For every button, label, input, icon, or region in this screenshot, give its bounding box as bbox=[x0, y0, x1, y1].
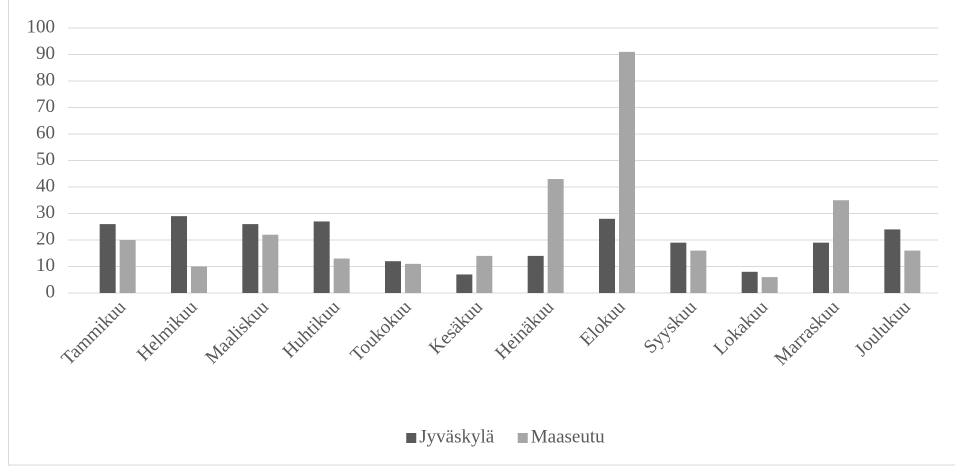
bar bbox=[599, 218, 615, 293]
bar bbox=[833, 200, 849, 293]
bar bbox=[527, 255, 544, 293]
bar bbox=[119, 240, 136, 293]
bar bbox=[385, 261, 401, 293]
bar bbox=[456, 274, 473, 293]
x-tick-label: Kesäkuu bbox=[425, 296, 487, 358]
x-tick-label: Maaliskuu bbox=[201, 296, 273, 368]
legend-swatch bbox=[517, 433, 528, 443]
chart-frame bbox=[8, 0, 955, 466]
y-tick-label: 90 bbox=[36, 43, 55, 64]
y-tick-label: 50 bbox=[36, 149, 55, 170]
x-tick-label: Syyskuu bbox=[640, 296, 701, 357]
y-tick-label: 0 bbox=[46, 281, 56, 302]
x-tick-label: Joulukuu bbox=[851, 296, 915, 360]
x-tick-label: Tammikuu bbox=[57, 296, 130, 369]
y-tick-label: 70 bbox=[36, 96, 55, 117]
y-tick-label: 30 bbox=[36, 202, 55, 223]
bar bbox=[99, 224, 116, 293]
bar bbox=[619, 51, 635, 293]
y-tick-label: 10 bbox=[36, 255, 55, 276]
x-tick-label: Helmikuu bbox=[133, 296, 202, 365]
y-tick-label: 60 bbox=[36, 122, 55, 143]
bar bbox=[242, 224, 259, 293]
x-tick-label: Toukokuu bbox=[346, 296, 415, 365]
bar bbox=[904, 250, 921, 293]
legend-label: Maaseutu bbox=[531, 426, 605, 447]
bar bbox=[171, 216, 187, 293]
bar bbox=[405, 263, 421, 293]
y-tick-label: 80 bbox=[36, 69, 55, 90]
x-tick-label: Huhtikuu bbox=[279, 296, 345, 362]
bar bbox=[333, 258, 350, 293]
y-tick-label: 20 bbox=[36, 228, 55, 249]
bar bbox=[191, 266, 207, 293]
bar bbox=[813, 242, 829, 293]
x-tick-label: Lokakuu bbox=[710, 296, 773, 359]
bar bbox=[547, 179, 564, 293]
bar bbox=[670, 242, 687, 293]
x-tick-label: Elokuu bbox=[576, 296, 630, 350]
bar bbox=[761, 277, 778, 293]
x-tick-label: Marraskuu bbox=[771, 296, 844, 369]
bar bbox=[884, 229, 901, 293]
x-tick-label: Heinäkuu bbox=[491, 296, 558, 363]
y-tick-label: 40 bbox=[36, 175, 55, 196]
legend-label: Jyväskylä bbox=[419, 426, 495, 447]
bar bbox=[262, 234, 279, 293]
bar bbox=[313, 221, 330, 293]
legend-swatch bbox=[406, 433, 417, 443]
bar bbox=[476, 255, 493, 293]
bar bbox=[741, 271, 758, 293]
y-tick-label: 100 bbox=[27, 16, 56, 37]
bar bbox=[690, 250, 707, 293]
